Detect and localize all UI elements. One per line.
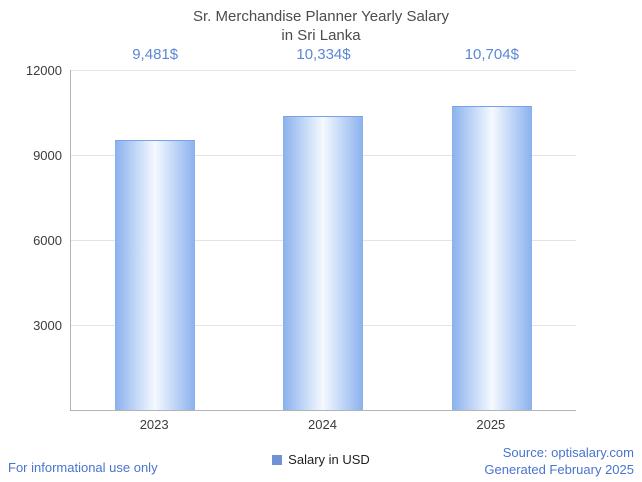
bar-2024 [283, 116, 364, 410]
y-axis: 12000 9000 6000 3000 [10, 63, 62, 410]
plot-area: 9,481$ 10,334$ 10,704$ [70, 46, 576, 411]
bar-value-label: 10,334$ [296, 46, 351, 63]
legend: Salary in USD [0, 452, 642, 467]
bar-2025 [451, 105, 532, 410]
y-tick: 9000 [33, 148, 62, 163]
disclaimer-text: For informational use only [8, 460, 158, 475]
bar-slot: 9,481$ [71, 46, 239, 410]
bar-value-label: 10,704$ [464, 46, 519, 63]
chart-title: Sr. Merchandise Planner Yearly Salary in… [0, 7, 642, 45]
chart-title-line2: in Sri Lanka [281, 27, 361, 44]
legend-swatch-icon [272, 454, 283, 465]
y-tick: 6000 [33, 233, 62, 248]
x-labels: 2023 2024 2025 [70, 417, 575, 432]
source-link[interactable]: Source: optisalary.com [502, 445, 634, 460]
y-tick: 12000 [25, 63, 62, 78]
y-tick: 3000 [33, 318, 62, 333]
source-block: Source: optisalary.com Generated Februar… [484, 444, 634, 478]
bar-value-label: 9,481$ [132, 46, 179, 63]
x-label-2025: 2025 [476, 417, 506, 432]
chart-title-line1: Sr. Merchandise Planner Yearly Salary [193, 8, 449, 25]
bar-slot: 10,334$ [239, 46, 407, 410]
x-label-2024: 2024 [308, 417, 337, 432]
x-label-2023: 2023 [139, 417, 169, 432]
bar-slot: 10,704$ [408, 46, 576, 410]
bar-2023 [115, 140, 196, 410]
gridline [71, 70, 576, 71]
generated-date: Generated February 2025 [484, 462, 634, 477]
legend-label: Salary in USD [288, 452, 370, 467]
